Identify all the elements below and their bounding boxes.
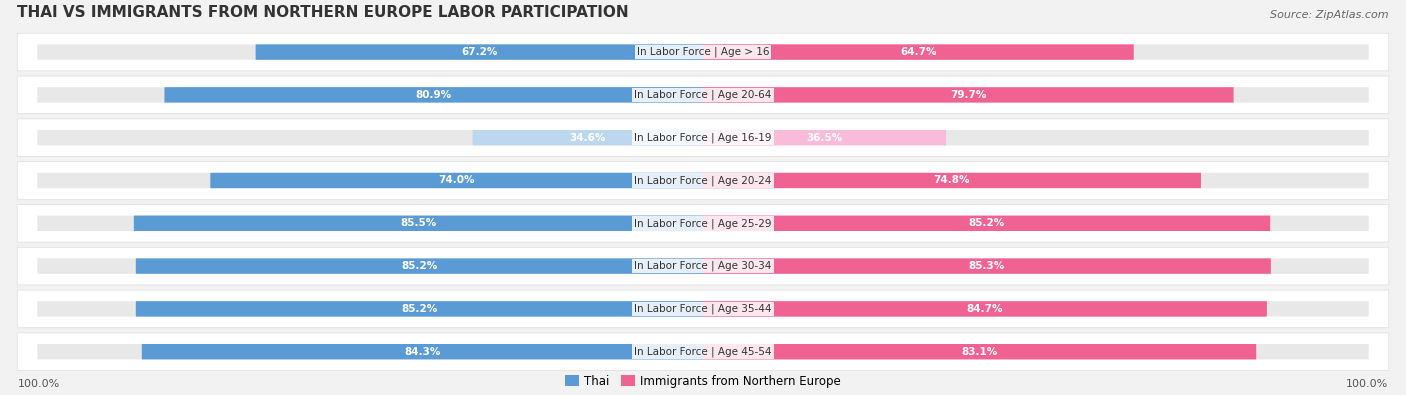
Text: In Labor Force | Age 35-44: In Labor Force | Age 35-44 [634, 304, 772, 314]
FancyBboxPatch shape [703, 301, 1368, 317]
FancyBboxPatch shape [703, 344, 1256, 359]
FancyBboxPatch shape [703, 44, 1368, 60]
FancyBboxPatch shape [703, 344, 1368, 359]
FancyBboxPatch shape [703, 87, 1233, 103]
Text: 74.0%: 74.0% [439, 175, 475, 186]
Text: 74.8%: 74.8% [934, 175, 970, 186]
Text: In Labor Force | Age > 16: In Labor Force | Age > 16 [637, 47, 769, 57]
Text: In Labor Force | Age 45-54: In Labor Force | Age 45-54 [634, 346, 772, 357]
FancyBboxPatch shape [703, 216, 1368, 231]
FancyBboxPatch shape [17, 333, 1389, 371]
FancyBboxPatch shape [472, 130, 703, 145]
Text: 85.2%: 85.2% [401, 304, 437, 314]
FancyBboxPatch shape [703, 173, 1368, 188]
FancyBboxPatch shape [136, 258, 703, 274]
FancyBboxPatch shape [703, 258, 1368, 274]
Text: 85.5%: 85.5% [401, 218, 437, 228]
Text: In Labor Force | Age 20-24: In Labor Force | Age 20-24 [634, 175, 772, 186]
Text: 80.9%: 80.9% [416, 90, 451, 100]
FancyBboxPatch shape [38, 87, 703, 103]
Text: In Labor Force | Age 16-19: In Labor Force | Age 16-19 [634, 132, 772, 143]
FancyBboxPatch shape [256, 44, 703, 60]
Text: In Labor Force | Age 30-34: In Labor Force | Age 30-34 [634, 261, 772, 271]
Text: 84.7%: 84.7% [966, 304, 1002, 314]
Text: In Labor Force | Age 20-64: In Labor Force | Age 20-64 [634, 90, 772, 100]
FancyBboxPatch shape [17, 162, 1389, 199]
FancyBboxPatch shape [165, 87, 703, 103]
FancyBboxPatch shape [38, 344, 703, 359]
FancyBboxPatch shape [17, 290, 1389, 328]
FancyBboxPatch shape [703, 173, 1201, 188]
Text: 85.2%: 85.2% [401, 261, 437, 271]
FancyBboxPatch shape [17, 76, 1389, 114]
FancyBboxPatch shape [703, 130, 1368, 145]
Legend: Thai, Immigrants from Northern Europe: Thai, Immigrants from Northern Europe [561, 370, 845, 392]
FancyBboxPatch shape [17, 205, 1389, 242]
Text: In Labor Force | Age 25-29: In Labor Force | Age 25-29 [634, 218, 772, 229]
Text: 84.3%: 84.3% [405, 347, 440, 357]
FancyBboxPatch shape [17, 247, 1389, 285]
FancyBboxPatch shape [703, 130, 946, 145]
FancyBboxPatch shape [142, 344, 703, 359]
FancyBboxPatch shape [211, 173, 703, 188]
Text: 85.3%: 85.3% [969, 261, 1005, 271]
Text: 67.2%: 67.2% [461, 47, 498, 57]
Text: Source: ZipAtlas.com: Source: ZipAtlas.com [1270, 10, 1389, 21]
Text: 83.1%: 83.1% [962, 347, 998, 357]
FancyBboxPatch shape [703, 301, 1267, 317]
FancyBboxPatch shape [38, 130, 703, 145]
FancyBboxPatch shape [703, 258, 1271, 274]
FancyBboxPatch shape [134, 216, 703, 231]
FancyBboxPatch shape [38, 258, 703, 274]
Text: 36.5%: 36.5% [806, 133, 842, 143]
FancyBboxPatch shape [703, 44, 1133, 60]
FancyBboxPatch shape [38, 44, 703, 60]
Text: 100.0%: 100.0% [1347, 378, 1389, 389]
FancyBboxPatch shape [703, 216, 1270, 231]
FancyBboxPatch shape [38, 173, 703, 188]
Text: 64.7%: 64.7% [900, 47, 936, 57]
FancyBboxPatch shape [136, 301, 703, 317]
Text: THAI VS IMMIGRANTS FROM NORTHERN EUROPE LABOR PARTICIPATION: THAI VS IMMIGRANTS FROM NORTHERN EUROPE … [17, 6, 628, 21]
FancyBboxPatch shape [17, 119, 1389, 156]
FancyBboxPatch shape [17, 33, 1389, 71]
Text: 34.6%: 34.6% [569, 133, 606, 143]
FancyBboxPatch shape [38, 301, 703, 317]
FancyBboxPatch shape [703, 87, 1368, 103]
FancyBboxPatch shape [38, 216, 703, 231]
Text: 100.0%: 100.0% [17, 378, 59, 389]
Text: 85.2%: 85.2% [969, 218, 1005, 228]
Text: 79.7%: 79.7% [950, 90, 987, 100]
